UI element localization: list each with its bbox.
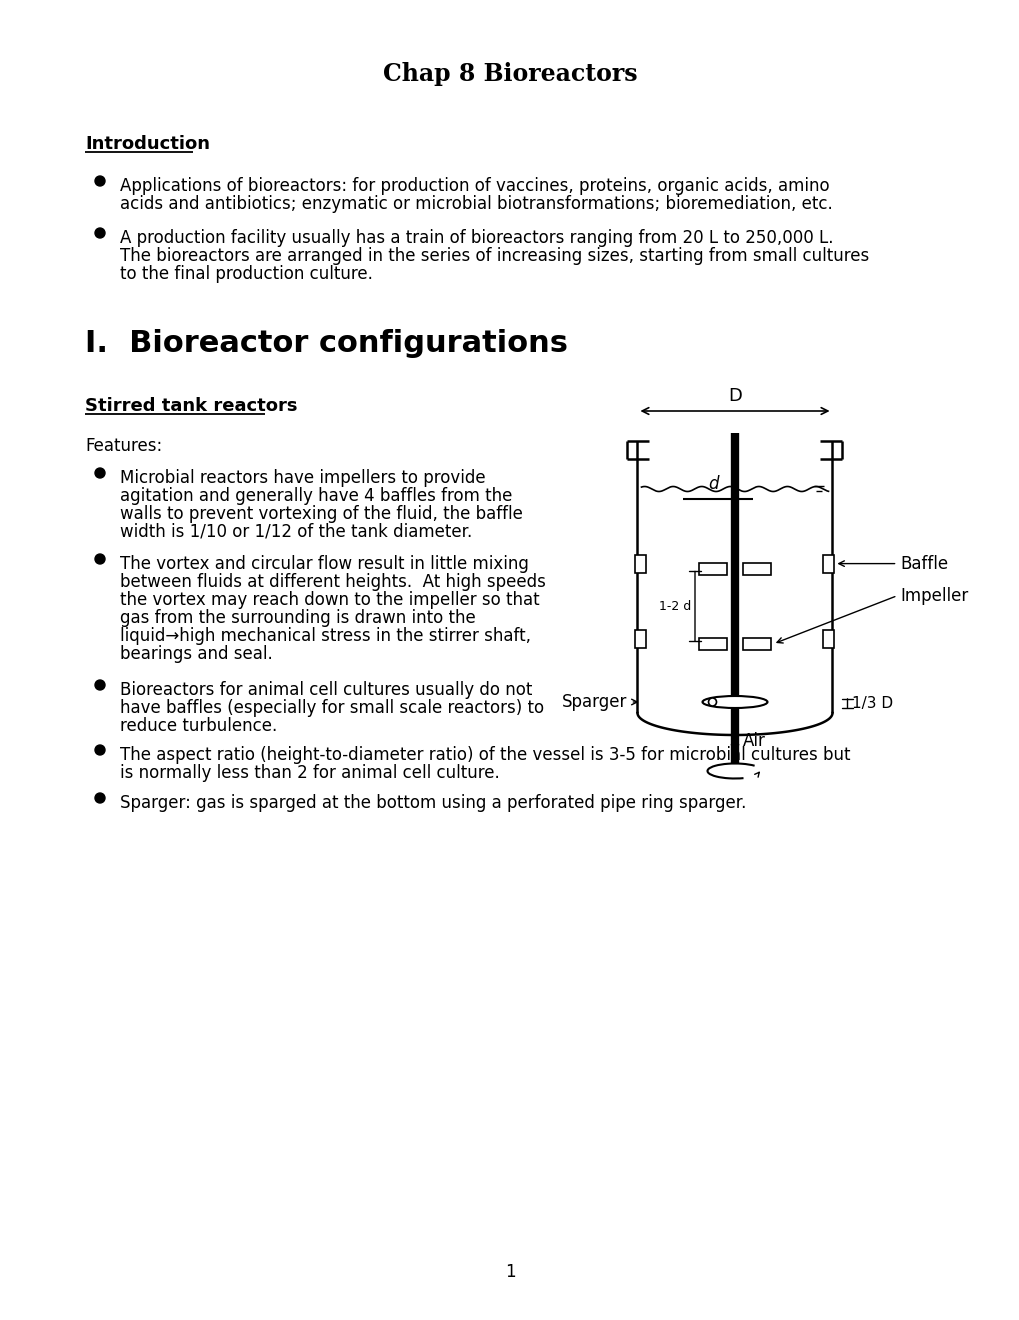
Circle shape [95,469,105,478]
Text: gas from the surrounding is drawn into the: gas from the surrounding is drawn into t… [120,609,475,627]
Text: bearings and seal.: bearings and seal. [120,645,272,663]
Text: width is 1/10 or 1/12 of the tank diameter.: width is 1/10 or 1/12 of the tank diamet… [120,523,472,541]
Text: Applications of bioreactors: for production of vaccines, proteins, organic acids: Applications of bioreactors: for product… [120,177,828,195]
Text: Bioreactors for animal cell cultures usually do not: Bioreactors for animal cell cultures usu… [120,681,532,700]
Text: Sparger: Sparger [561,693,627,711]
Text: Air: Air [742,733,765,750]
Text: is normally less than 2 for animal cell culture.: is normally less than 2 for animal cell … [120,764,499,781]
Text: between fluids at different heights.  At high speeds: between fluids at different heights. At … [120,573,545,591]
Ellipse shape [702,696,766,708]
Circle shape [708,698,715,706]
Text: acids and antibiotics; enzymatic or microbial biotransformations; bioremediation: acids and antibiotics; enzymatic or micr… [120,195,832,213]
Text: Stirred tank reactors: Stirred tank reactors [85,397,298,414]
Text: A production facility usually has a train of bioreactors ranging from 20 L to 25: A production facility usually has a trai… [120,228,833,247]
Text: agitation and generally have 4 baffles from the: agitation and generally have 4 baffles f… [120,487,512,506]
Text: 1-2 d: 1-2 d [658,599,690,612]
Circle shape [95,554,105,564]
Circle shape [95,744,105,755]
Text: The bioreactors are arranged in the series of increasing sizes, starting from sm: The bioreactors are arranged in the seri… [120,247,868,265]
Text: Sparger: gas is sparged at the bottom using a perforated pipe ring sparger.: Sparger: gas is sparged at the bottom us… [120,795,746,812]
Polygon shape [698,562,727,574]
Polygon shape [742,562,770,574]
Text: 1: 1 [504,1263,515,1280]
Text: reduce turbulence.: reduce turbulence. [120,717,277,735]
Text: Baffle: Baffle [900,554,948,573]
Text: the vortex may reach down to the impeller so that: the vortex may reach down to the impelle… [120,591,539,609]
Bar [822,630,834,648]
Circle shape [95,228,105,238]
Text: I.  Bioreactor configurations: I. Bioreactor configurations [85,329,568,358]
Bar [635,630,646,648]
Circle shape [95,176,105,186]
Bar [822,554,834,573]
Polygon shape [742,638,770,649]
Text: 1/3 D: 1/3 D [852,696,893,711]
Text: walls to prevent vortexing of the fluid, the baffle: walls to prevent vortexing of the fluid,… [120,506,523,523]
Text: Impeller: Impeller [900,586,968,605]
Text: liquid→high mechanical stress in the stirrer shaft,: liquid→high mechanical stress in the sti… [120,627,531,645]
Polygon shape [698,638,727,649]
Bar [635,554,646,573]
Text: Introduction: Introduction [85,135,210,153]
Text: The aspect ratio (height-to-diameter ratio) of the vessel is 3-5 for microbial c: The aspect ratio (height-to-diameter rat… [120,746,850,764]
Text: to the final production culture.: to the final production culture. [120,265,373,282]
Text: d: d [707,475,717,492]
Text: have baffles (especially for small scale reactors) to: have baffles (especially for small scale… [120,700,543,717]
Circle shape [95,680,105,690]
Circle shape [95,793,105,803]
Text: Features:: Features: [85,437,162,455]
Text: D: D [728,387,741,405]
Text: Microbial reactors have impellers to provide: Microbial reactors have impellers to pro… [120,469,485,487]
Text: The vortex and circular flow result in little mixing: The vortex and circular flow result in l… [120,554,529,573]
Text: Chap 8 Bioreactors: Chap 8 Bioreactors [382,62,637,86]
